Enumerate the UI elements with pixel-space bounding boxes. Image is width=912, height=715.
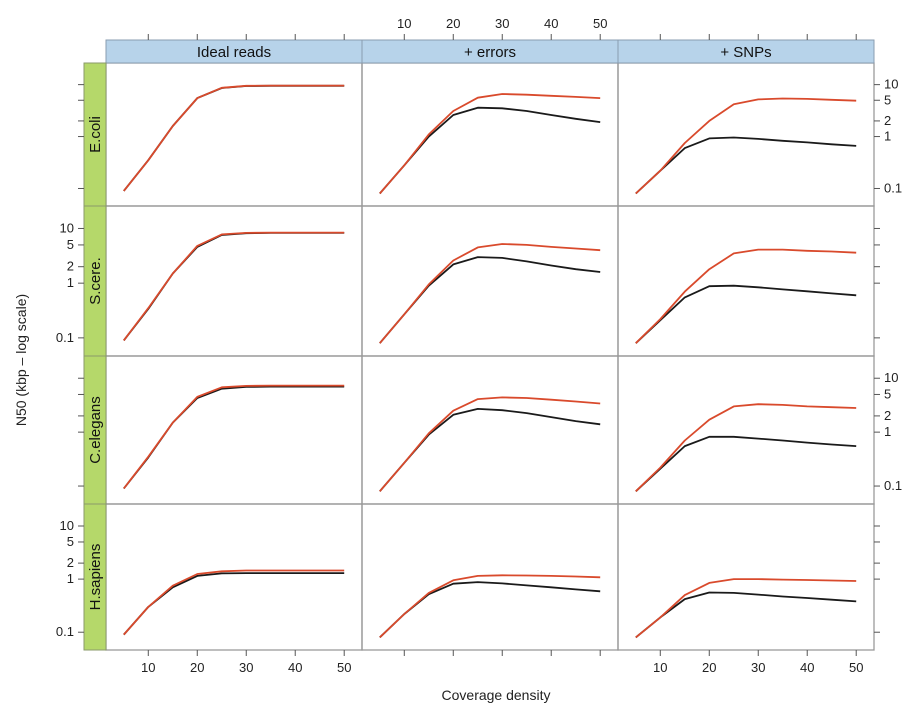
series-line-red <box>379 574 601 639</box>
panel-frame <box>617 205 875 357</box>
y-tick-label: 10 <box>884 370 898 385</box>
x-tick-label: 50 <box>337 660 351 675</box>
y-tick-label: 10 <box>884 77 898 92</box>
x-tick-label: 10 <box>141 660 155 675</box>
panel-frame <box>105 503 363 651</box>
y-tick-label: 10 <box>60 518 74 533</box>
series-line-red <box>379 243 601 344</box>
x-tick-label: 20 <box>190 660 204 675</box>
panel-frame <box>105 355 363 505</box>
row-strip-label: C.elegans <box>87 396 104 464</box>
series-line-red <box>379 396 601 492</box>
series-line-black <box>635 284 857 344</box>
row-strip-label: S.cere. <box>87 257 104 305</box>
panel-frame <box>617 503 875 651</box>
panel-frame <box>617 355 875 505</box>
y-tick-label: 5 <box>67 534 74 549</box>
x-tick-label: 10 <box>653 660 667 675</box>
series-line-red <box>635 97 857 195</box>
x-tick-label: 20 <box>702 660 716 675</box>
row-strip-label: H.sapiens <box>87 544 104 611</box>
series-line-red <box>123 84 345 192</box>
x-tick-label: 50 <box>849 660 863 675</box>
series-line-red <box>123 231 345 341</box>
column-strip-label: Ideal reads <box>197 44 271 61</box>
series-line-red <box>635 248 857 344</box>
panel-frame <box>361 62 619 207</box>
x-tick-label: 20 <box>446 16 460 31</box>
panel-frame <box>361 355 619 505</box>
x-axis-label: Coverage density <box>442 687 551 703</box>
column-strip <box>617 39 875 64</box>
x-tick-label: 40 <box>544 16 558 31</box>
y-axis-label: N50 (kbp – log scale) <box>13 294 29 426</box>
series-line-red <box>635 578 857 639</box>
series-line-black <box>635 435 857 492</box>
y-tick-label: 1 <box>67 571 74 586</box>
series-line-black <box>379 256 601 344</box>
y-tick-label: 2 <box>67 555 74 570</box>
series-line-red <box>379 93 601 195</box>
x-tick-label: 40 <box>800 660 814 675</box>
series-line-black <box>123 572 345 636</box>
series-line-red <box>123 384 345 490</box>
y-tick-label: 2 <box>67 259 74 274</box>
y-tick-label: 1 <box>67 275 74 290</box>
x-tick-label: 50 <box>593 16 607 31</box>
x-tick-label: 40 <box>288 660 302 675</box>
y-tick-label: 2 <box>884 113 891 128</box>
y-tick-label: 5 <box>67 237 74 252</box>
y-tick-label: 5 <box>884 386 891 401</box>
y-tick-label: 10 <box>60 220 74 235</box>
series-line-black <box>635 136 857 195</box>
column-strip-label: + errors <box>464 44 516 61</box>
series-line-black <box>379 581 601 639</box>
series-line-red <box>635 403 857 492</box>
series-lines <box>123 84 857 639</box>
panel-frame <box>105 205 363 357</box>
y-tick-label: 5 <box>884 92 891 107</box>
column-strip-label: + SNPs <box>720 44 771 61</box>
panel-frame <box>105 62 363 207</box>
x-tick-label: 30 <box>751 660 765 675</box>
panel-frames <box>105 62 875 651</box>
y-tick-label: 2 <box>884 408 891 423</box>
y-tick-label: 0.1 <box>56 330 74 345</box>
y-tick-label: 1 <box>884 129 891 144</box>
row-strip <box>83 503 107 651</box>
row-strip-label: E.coli <box>87 116 104 153</box>
x-tick-label: 10 <box>397 16 411 31</box>
series-line-black <box>635 591 857 639</box>
y-tick-label: 0.1 <box>884 478 902 493</box>
x-tick-label: 30 <box>239 660 253 675</box>
x-tick-label: 30 <box>495 16 509 31</box>
y-tick-label: 0.1 <box>884 180 902 195</box>
strip-labels: Ideal reads + errors + SNPs E.coli S.cere. C.… <box>83 39 875 651</box>
panel-frame <box>361 205 619 357</box>
series-line-black <box>123 385 345 490</box>
series-line-black <box>379 106 601 195</box>
series-line-black <box>379 407 601 492</box>
series-line-red <box>123 569 345 636</box>
y-tick-label: 0.1 <box>56 624 74 639</box>
panel-frame <box>617 62 875 207</box>
series-line-black <box>123 84 345 192</box>
series-line-black <box>123 231 345 341</box>
y-tick-label: 1 <box>884 424 891 439</box>
